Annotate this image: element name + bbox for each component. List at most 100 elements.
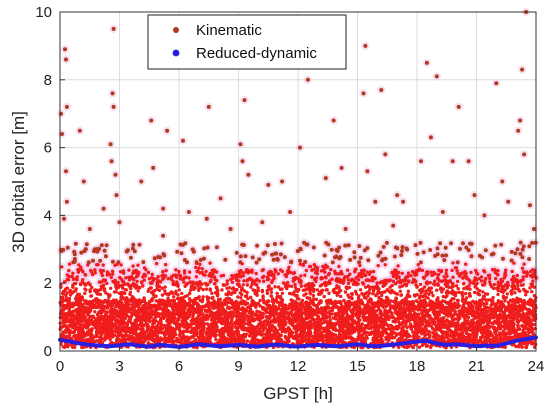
kinematic-point: [171, 326, 175, 331]
kinematic-point: [339, 300, 343, 304]
kinematic-point: [398, 281, 403, 285]
kinematic-point: [225, 282, 229, 286]
kinematic-point: [376, 264, 380, 268]
kinematic-point: [245, 339, 250, 343]
kinematic-point: [236, 295, 240, 299]
kinematic-point: [101, 263, 105, 267]
kinematic-point: [174, 289, 178, 294]
kinematic-point: [307, 264, 312, 269]
kinematic-point: [428, 304, 432, 308]
kinematic-point: [219, 301, 224, 305]
kinematic-point: [451, 261, 455, 265]
kinematic-point: [483, 302, 487, 306]
kinematic-point: [330, 260, 335, 265]
kinematic-point: [502, 296, 506, 300]
kinematic-point: [488, 276, 492, 281]
kinematic-point: [371, 291, 375, 296]
kinematic-point: [161, 252, 166, 257]
kinematic-point: [125, 248, 130, 253]
kinematic-point: [188, 270, 192, 274]
kinematic-point: [240, 292, 244, 297]
kinematic-point: [200, 267, 204, 271]
kinematic-point: [90, 272, 95, 277]
kinematic-point: [330, 308, 335, 313]
kinematic-point: [243, 294, 248, 298]
kinematic-point: [164, 268, 168, 273]
kinematic-point: [98, 292, 103, 297]
kinematic-point: [135, 279, 139, 284]
kinematic-point: [469, 254, 474, 259]
kinematic-point: [242, 279, 246, 283]
kinematic-point: [527, 257, 532, 261]
kinematic-series: [58, 10, 538, 350]
kinematic-point: [509, 249, 514, 254]
kinematic-point: [520, 266, 525, 270]
kinematic-point: [443, 245, 448, 250]
kinematic-point: [343, 243, 348, 248]
kinematic-point: [278, 300, 282, 305]
kinematic-point: [230, 274, 234, 278]
kinematic-point: [98, 298, 102, 303]
kinematic-point: [436, 283, 440, 287]
kinematic-point: [378, 250, 383, 255]
kinematic-point: [254, 271, 258, 276]
kinematic-point: [319, 300, 323, 305]
kinematic-point: [298, 258, 302, 263]
kinematic-point: [353, 270, 357, 274]
kinematic-point: [132, 278, 136, 282]
kinematic-point: [80, 280, 85, 284]
kinematic-point: [84, 282, 88, 286]
kinematic-point: [67, 262, 72, 266]
kinematic-point: [285, 311, 290, 315]
kinematic-point: [466, 248, 471, 253]
kinematic-point: [532, 345, 537, 349]
kinematic-point: [311, 245, 316, 250]
kinematic-point: [194, 275, 199, 279]
kinematic-point: [260, 268, 264, 273]
kinematic-point: [102, 248, 107, 253]
kinematic-point: [107, 295, 111, 299]
kinematic-point: [258, 298, 262, 303]
kinematic-point: [326, 242, 331, 247]
kinematic-point: [322, 253, 327, 258]
kinematic-point: [392, 254, 397, 259]
kinematic-point: [329, 247, 334, 252]
kinematic-point: [282, 255, 287, 260]
kinematic-point: [289, 309, 294, 314]
kinematic-point: [176, 284, 180, 288]
kinematic-point: [78, 282, 83, 287]
kinematic-point: [208, 261, 212, 265]
kinematic-point: [529, 269, 533, 274]
kinematic-point: [310, 275, 314, 279]
kinematic-point: [177, 288, 181, 292]
kinematic-point: [368, 287, 372, 292]
kinematic-point: [449, 334, 454, 339]
kinematic-point: [446, 319, 451, 323]
kinematic-point: [424, 273, 428, 278]
kinematic-point: [450, 268, 454, 273]
kinematic-point: [464, 262, 468, 266]
kinematic-point: [110, 269, 115, 273]
kinematic-point: [151, 321, 155, 325]
kinematic-point: [136, 289, 140, 293]
kinematic-point: [316, 292, 321, 296]
kinematic-point: [366, 258, 371, 263]
kinematic-point: [435, 246, 440, 251]
kinematic-point: [279, 241, 284, 246]
kinematic-point: [456, 298, 460, 303]
kinematic-point: [412, 293, 417, 297]
kinematic-point: [60, 265, 64, 269]
kinematic-point: [100, 273, 105, 278]
kinematic-point: [329, 267, 333, 272]
kinematic-point: [398, 285, 402, 289]
kinematic-point: [273, 269, 278, 274]
kinematic-point: [441, 294, 445, 299]
kinematic-point: [461, 241, 465, 246]
kinematic-point: [266, 299, 270, 304]
kinematic-point: [342, 276, 346, 280]
kinematic-point: [521, 244, 526, 249]
kinematic-point: [241, 283, 245, 287]
kinematic-point: [453, 266, 458, 270]
